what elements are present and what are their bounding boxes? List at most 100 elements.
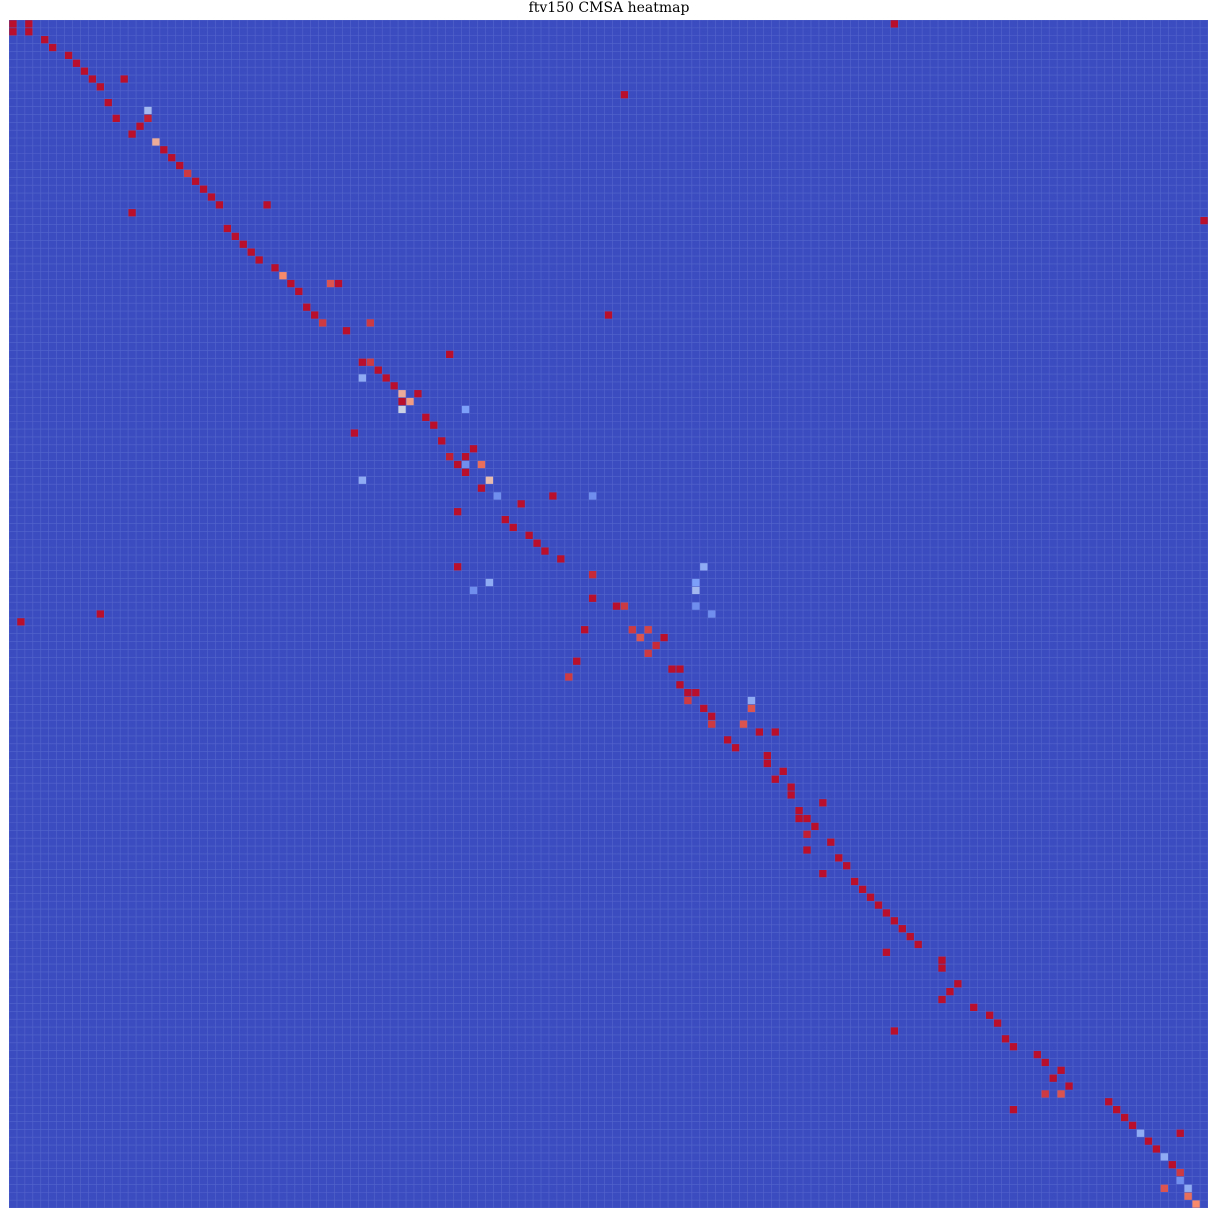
heatmap-background bbox=[9, 20, 1208, 1208]
heatmap-cell bbox=[644, 626, 652, 634]
heatmap-cell bbox=[414, 390, 422, 398]
heatmap-cell bbox=[684, 696, 692, 705]
heatmap-cell bbox=[9, 28, 17, 36]
heatmap-cell bbox=[398, 397, 406, 406]
heatmap-cell bbox=[160, 146, 168, 154]
heatmap-cell bbox=[326, 279, 335, 288]
heatmap-cell bbox=[430, 421, 438, 429]
heatmap-cell bbox=[708, 720, 716, 728]
heatmap-cell bbox=[1200, 216, 1208, 225]
heatmap-cell bbox=[1168, 1161, 1176, 1169]
heatmap-cell bbox=[660, 633, 668, 642]
chart-title: ftv150 CMSA heatmap bbox=[528, 0, 690, 16]
heatmap-cell bbox=[176, 161, 184, 170]
heatmap-cell bbox=[366, 319, 374, 327]
heatmap-cell bbox=[1160, 1153, 1168, 1161]
heatmap-cell bbox=[914, 940, 922, 949]
heatmap-cell bbox=[946, 988, 954, 996]
heatmap-cell bbox=[9, 20, 17, 28]
heatmap-cell bbox=[390, 382, 398, 390]
heatmap-cell bbox=[1176, 1176, 1184, 1185]
heatmap-cell bbox=[708, 712, 716, 720]
heatmap-cell bbox=[676, 681, 684, 689]
heatmap-cell bbox=[525, 531, 533, 539]
heatmap-cell bbox=[311, 311, 319, 319]
heatmap-cell bbox=[144, 114, 152, 122]
heatmap-cell bbox=[700, 563, 708, 571]
heatmap-cell bbox=[279, 272, 287, 280]
heatmap-cell bbox=[803, 846, 811, 854]
heatmap-cell bbox=[64, 51, 73, 60]
heatmap-cell bbox=[588, 594, 597, 602]
heatmap-cell bbox=[835, 854, 843, 862]
heatmap-cell bbox=[1113, 1106, 1121, 1114]
heatmap-cell bbox=[1184, 1192, 1192, 1200]
heatmap-cell bbox=[636, 633, 644, 642]
heatmap-cell bbox=[239, 240, 247, 248]
heatmap-cell bbox=[985, 1011, 994, 1019]
heatmap-cell bbox=[882, 909, 891, 917]
heatmap-cell bbox=[588, 492, 597, 500]
heatmap-cell bbox=[620, 91, 629, 99]
heatmap-cell bbox=[342, 327, 351, 335]
heatmap-cell bbox=[779, 767, 787, 775]
heatmap-cell bbox=[1160, 1184, 1168, 1192]
heatmap-cell bbox=[509, 523, 517, 532]
heatmap-cell bbox=[1128, 1121, 1137, 1130]
heatmap-cell bbox=[485, 578, 494, 587]
heatmap-cell bbox=[501, 515, 509, 524]
heatmap-cell bbox=[787, 791, 795, 799]
heatmap-cell bbox=[993, 1019, 1002, 1027]
heatmap-cell bbox=[708, 610, 716, 618]
heatmap-cell bbox=[890, 1027, 899, 1035]
heatmap-cell bbox=[25, 28, 33, 36]
heatmap-cell bbox=[446, 350, 454, 359]
heatmap-cell bbox=[398, 390, 406, 398]
heatmap-cell bbox=[453, 563, 462, 571]
heatmap-cell bbox=[890, 20, 899, 28]
heatmap-cell bbox=[787, 783, 795, 791]
heatmap-cell bbox=[366, 358, 374, 366]
heatmap-cell bbox=[112, 114, 120, 122]
heatmap-cell bbox=[49, 43, 57, 52]
heatmap-cell bbox=[461, 460, 470, 469]
heatmap-cell bbox=[819, 799, 827, 807]
heatmap-cell bbox=[382, 374, 390, 382]
heatmap-cell bbox=[755, 728, 764, 736]
heatmap-cell bbox=[136, 122, 144, 130]
heatmap-cell bbox=[358, 374, 367, 382]
heatmap-cell bbox=[231, 232, 239, 240]
heatmap-cell bbox=[668, 665, 676, 673]
heatmap-cell bbox=[1184, 1184, 1192, 1192]
heatmap-cell bbox=[191, 177, 200, 185]
heatmap-cell bbox=[271, 264, 279, 272]
heatmap-cell bbox=[890, 917, 899, 925]
heatmap-cell bbox=[215, 201, 224, 209]
heatmap-cell bbox=[144, 106, 152, 115]
heatmap-cell bbox=[652, 641, 660, 650]
heatmap-cell bbox=[882, 948, 891, 956]
heatmap-cell bbox=[334, 279, 343, 288]
heatmap-cell bbox=[938, 995, 946, 1004]
heatmap-cell bbox=[620, 602, 629, 610]
heatmap-cell bbox=[588, 571, 597, 579]
heatmap-cell bbox=[700, 704, 708, 713]
heatmap-cell bbox=[461, 468, 470, 477]
heatmap-cell bbox=[120, 75, 128, 83]
heatmap-cell bbox=[565, 673, 573, 681]
heatmap-cell bbox=[557, 555, 565, 563]
heatmap-cell bbox=[763, 759, 771, 768]
heatmap-cell bbox=[303, 303, 311, 311]
heatmap-cell bbox=[795, 814, 803, 823]
heatmap-cell bbox=[453, 460, 462, 469]
heatmap-cell bbox=[223, 224, 232, 233]
heatmap-cell bbox=[1041, 1058, 1049, 1067]
heatmap-cell bbox=[731, 744, 740, 752]
heatmap-cell bbox=[318, 319, 327, 327]
heatmap-cell bbox=[644, 649, 652, 657]
heatmap-cell bbox=[1152, 1145, 1161, 1153]
heatmap-cell bbox=[533, 539, 541, 547]
heatmap-cell bbox=[850, 877, 859, 886]
heatmap-cell bbox=[168, 154, 176, 162]
heatmap-cell bbox=[771, 775, 779, 783]
